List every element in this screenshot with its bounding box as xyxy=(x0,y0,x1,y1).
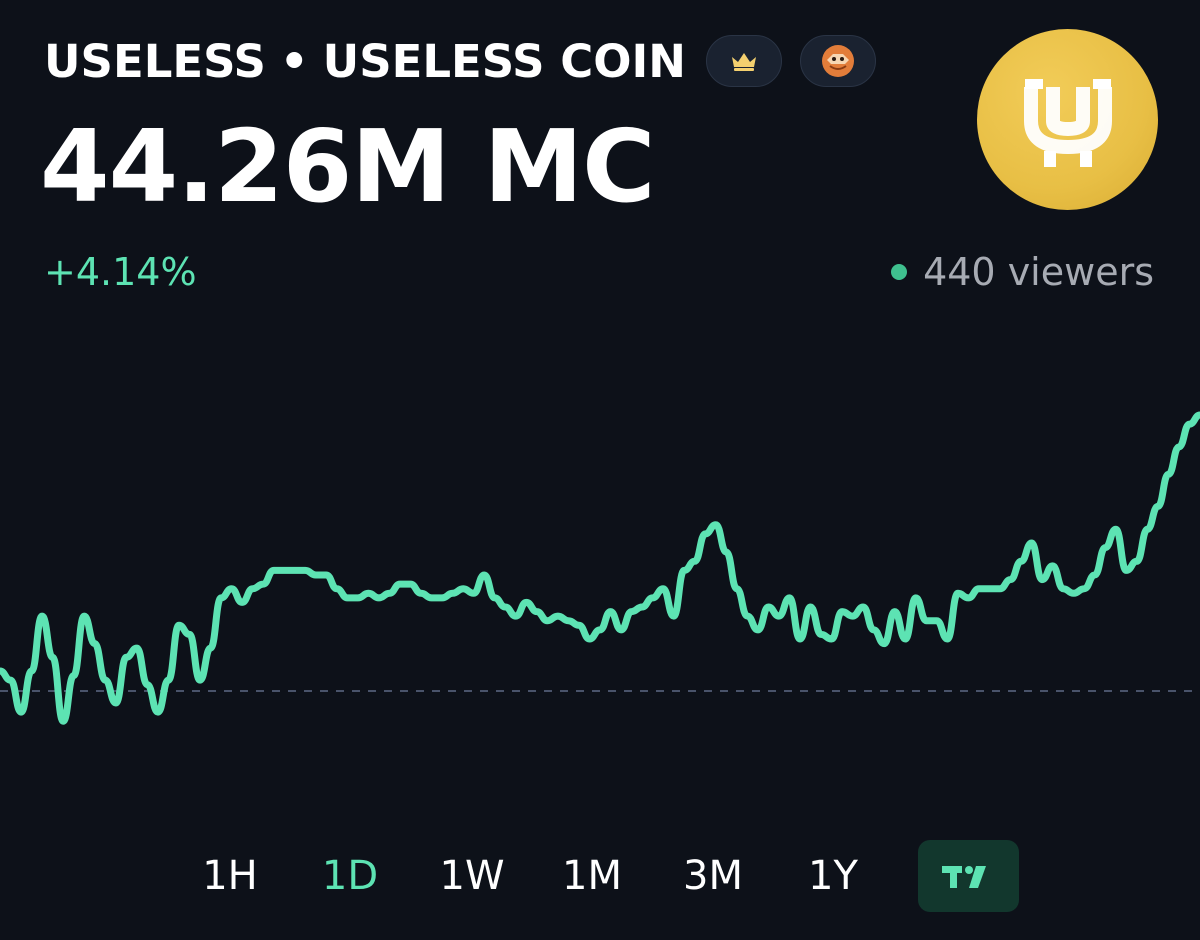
title-separator: • xyxy=(279,34,309,88)
timeframe-1w[interactable]: 1W xyxy=(439,853,505,899)
market-cap-value: 44.26M MC xyxy=(40,108,656,225)
timeframe-1d[interactable]: 1D xyxy=(321,853,379,899)
price-chart[interactable] xyxy=(0,400,1200,760)
timeframe-1m[interactable]: 1M xyxy=(562,853,622,899)
timeframe-1y[interactable]: 1Y xyxy=(808,853,858,899)
viewer-count-text: 440 viewers xyxy=(923,250,1154,294)
token-title: USELESS • USELESS COIN xyxy=(44,35,686,88)
crown-badge[interactable] xyxy=(705,35,782,87)
timeframe-selector: 1H 1D 1W 1M 3M 1Y xyxy=(0,838,1200,914)
viewer-count: 440 viewers xyxy=(891,250,1154,294)
price-change: +4.14% xyxy=(44,250,197,294)
crown-icon xyxy=(731,53,756,71)
tradingview-icon xyxy=(941,866,986,888)
avatar-badge-icon xyxy=(821,45,854,77)
timeframe-1h[interactable]: 1H xyxy=(202,853,258,899)
live-status-dot xyxy=(891,264,908,280)
useless-coin-logo-icon xyxy=(1023,78,1112,167)
tradingview-button[interactable] xyxy=(918,840,1019,912)
token-name: USELESS COIN xyxy=(322,34,686,88)
price-line xyxy=(0,411,1200,725)
token-ticker: USELESS xyxy=(44,34,266,88)
creator-badge[interactable] xyxy=(799,35,876,87)
coin-logo xyxy=(977,29,1158,210)
timeframe-3m[interactable]: 3M xyxy=(683,853,743,899)
token-header: USELESS • USELESS COIN xyxy=(44,30,876,92)
